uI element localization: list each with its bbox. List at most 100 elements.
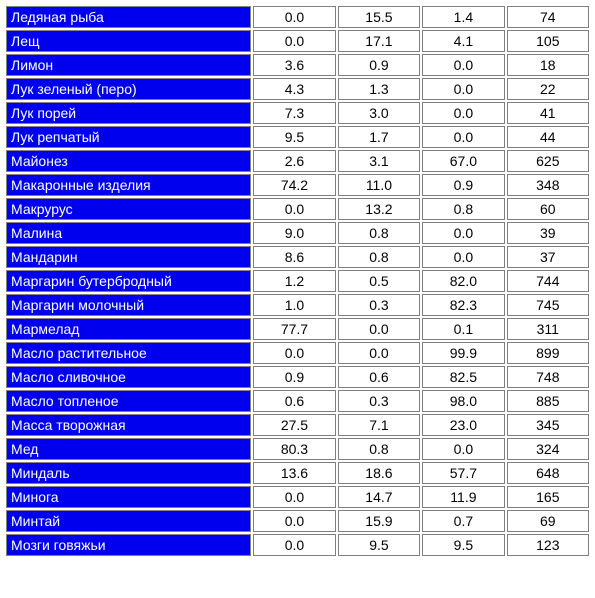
value-cell-col1: 0.0 — [253, 510, 335, 532]
value-cell-col4: 311 — [507, 318, 589, 340]
value-cell-col1: 0.0 — [253, 534, 335, 556]
value-cell-col2: 14.7 — [338, 486, 420, 508]
food-name-cell: Мозги говяжьи — [6, 534, 251, 556]
value-cell-col1: 8.6 — [253, 246, 335, 268]
value-cell-col3: 82.0 — [422, 270, 504, 292]
value-cell-col3: 0.0 — [422, 54, 504, 76]
value-cell-col1: 3.6 — [253, 54, 335, 76]
value-cell-col2: 3.1 — [338, 150, 420, 172]
food-name-cell: Миндаль — [6, 462, 251, 484]
table-row: Лук репчатый9.51.70.044 — [6, 126, 589, 148]
value-cell-col4: 324 — [507, 438, 589, 460]
food-name-cell: Масло растительное — [6, 342, 251, 364]
value-cell-col4: 105 — [507, 30, 589, 52]
food-name-cell: Макаронные изделия — [6, 174, 251, 196]
value-cell-col4: 69 — [507, 510, 589, 532]
value-cell-col1: 9.0 — [253, 222, 335, 244]
table-row: Маргарин молочный1.00.382.3745 — [6, 294, 589, 316]
value-cell-col4: 123 — [507, 534, 589, 556]
value-cell-col2: 0.3 — [338, 390, 420, 412]
value-cell-col4: 41 — [507, 102, 589, 124]
table-row: Мандарин8.60.80.037 — [6, 246, 589, 268]
value-cell-col2: 1.7 — [338, 126, 420, 148]
value-cell-col4: 165 — [507, 486, 589, 508]
table-row: Масло топленое0.60.398.0885 — [6, 390, 589, 412]
value-cell-col1: 0.0 — [253, 6, 335, 28]
value-cell-col1: 0.0 — [253, 342, 335, 364]
value-cell-col1: 9.5 — [253, 126, 335, 148]
value-cell-col4: 885 — [507, 390, 589, 412]
food-name-cell: Лук порей — [6, 102, 251, 124]
value-cell-col3: 0.0 — [422, 222, 504, 244]
value-cell-col4: 899 — [507, 342, 589, 364]
value-cell-col3: 99.9 — [422, 342, 504, 364]
value-cell-col2: 15.5 — [338, 6, 420, 28]
value-cell-col2: 17.1 — [338, 30, 420, 52]
value-cell-col4: 625 — [507, 150, 589, 172]
food-name-cell: Лук зеленый (перо) — [6, 78, 251, 100]
value-cell-col2: 0.8 — [338, 246, 420, 268]
value-cell-col2: 0.5 — [338, 270, 420, 292]
value-cell-col1: 2.6 — [253, 150, 335, 172]
value-cell-col2: 18.6 — [338, 462, 420, 484]
value-cell-col4: 348 — [507, 174, 589, 196]
food-name-cell: Минтай — [6, 510, 251, 532]
value-cell-col2: 0.8 — [338, 438, 420, 460]
value-cell-col3: 0.1 — [422, 318, 504, 340]
table-row: Мозги говяжьи0.09.59.5123 — [6, 534, 589, 556]
food-name-cell: Мандарин — [6, 246, 251, 268]
value-cell-col1: 74.2 — [253, 174, 335, 196]
value-cell-col4: 345 — [507, 414, 589, 436]
value-cell-col2: 0.0 — [338, 318, 420, 340]
value-cell-col3: 0.0 — [422, 102, 504, 124]
value-cell-col1: 1.0 — [253, 294, 335, 316]
value-cell-col3: 4.1 — [422, 30, 504, 52]
value-cell-col1: 77.7 — [253, 318, 335, 340]
value-cell-col3: 82.3 — [422, 294, 504, 316]
food-name-cell: Маргарин бутербродный — [6, 270, 251, 292]
value-cell-col3: 0.0 — [422, 246, 504, 268]
table-row: Малина9.00.80.039 — [6, 222, 589, 244]
value-cell-col1: 1.2 — [253, 270, 335, 292]
table-row: Лук порей7.33.00.041 — [6, 102, 589, 124]
value-cell-col1: 13.6 — [253, 462, 335, 484]
table-row: Миндаль13.618.657.7648 — [6, 462, 589, 484]
value-cell-col3: 11.9 — [422, 486, 504, 508]
value-cell-col3: 0.7 — [422, 510, 504, 532]
value-cell-col4: 74 — [507, 6, 589, 28]
table-row: Макаронные изделия74.211.00.9348 — [6, 174, 589, 196]
food-name-cell: Лимон — [6, 54, 251, 76]
table-row: Лук зеленый (перо)4.31.30.022 — [6, 78, 589, 100]
value-cell-col2: 3.0 — [338, 102, 420, 124]
value-cell-col2: 0.3 — [338, 294, 420, 316]
nutrition-table: Ледяная рыба0.015.51.474Лещ0.017.14.1105… — [4, 4, 591, 558]
value-cell-col4: 745 — [507, 294, 589, 316]
value-cell-col2: 0.9 — [338, 54, 420, 76]
table-row: Масса творожная27.57.123.0345 — [6, 414, 589, 436]
value-cell-col2: 11.0 — [338, 174, 420, 196]
value-cell-col1: 0.9 — [253, 366, 335, 388]
food-name-cell: Масса творожная — [6, 414, 251, 436]
value-cell-col3: 0.0 — [422, 438, 504, 460]
value-cell-col1: 0.0 — [253, 198, 335, 220]
food-name-cell: Минога — [6, 486, 251, 508]
value-cell-col2: 13.2 — [338, 198, 420, 220]
value-cell-col1: 0.0 — [253, 30, 335, 52]
value-cell-col4: 39 — [507, 222, 589, 244]
value-cell-col4: 748 — [507, 366, 589, 388]
table-row: Мармелад77.70.00.1311 — [6, 318, 589, 340]
value-cell-col4: 744 — [507, 270, 589, 292]
table-row: Майонез2.63.167.0625 — [6, 150, 589, 172]
food-name-cell: Ледяная рыба — [6, 6, 251, 28]
table-row: Масло растительное0.00.099.9899 — [6, 342, 589, 364]
value-cell-col4: 648 — [507, 462, 589, 484]
value-cell-col1: 0.6 — [253, 390, 335, 412]
value-cell-col3: 0.0 — [422, 78, 504, 100]
value-cell-col2: 0.6 — [338, 366, 420, 388]
food-name-cell: Масло сливочное — [6, 366, 251, 388]
value-cell-col1: 0.0 — [253, 486, 335, 508]
table-row: Масло сливочное0.90.682.5748 — [6, 366, 589, 388]
food-name-cell: Мед — [6, 438, 251, 460]
food-name-cell: Лещ — [6, 30, 251, 52]
value-cell-col4: 22 — [507, 78, 589, 100]
